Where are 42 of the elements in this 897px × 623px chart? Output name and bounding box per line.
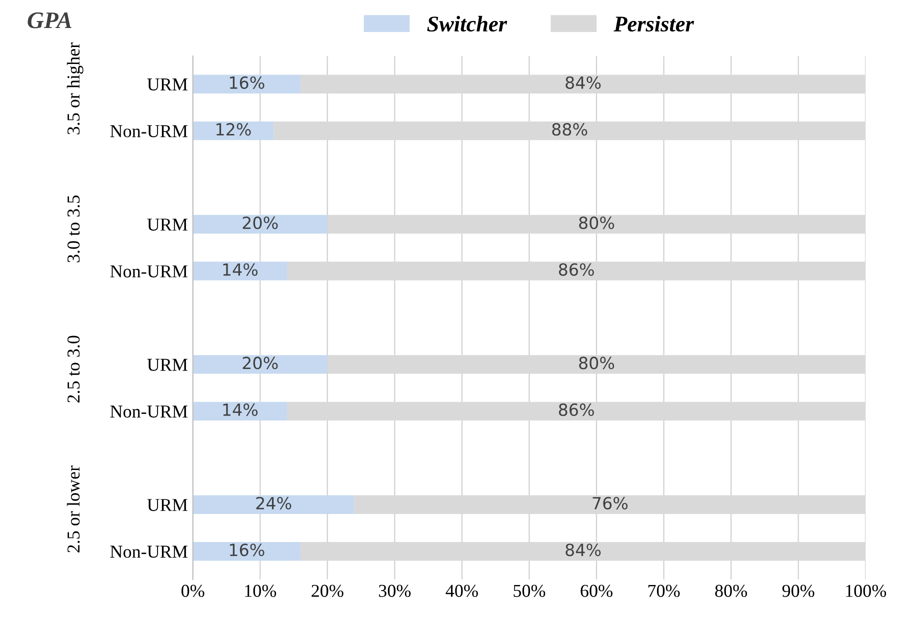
y-tick-label: Non-URM (110, 265, 188, 278)
y-tick-label: URM (147, 358, 188, 371)
x-tick-label: 90% (782, 584, 814, 598)
y-tick-label: Non-URM (110, 546, 188, 558)
data-label: 86% (558, 263, 594, 276)
text: 2.5 to 3.0 (67, 336, 80, 402)
x-tick-label: 50% (514, 584, 546, 598)
text: 2.5 or lower (66, 466, 80, 552)
data-label: 14% (223, 263, 258, 276)
y-tick-label: URM (147, 218, 188, 231)
data-label: 24% (256, 496, 292, 510)
data-label: 12% (216, 123, 251, 136)
x-tick-label: 40% (446, 584, 478, 598)
x-tick-label: 30% (378, 584, 411, 598)
x-tick-label: 70% (648, 584, 680, 598)
y-tick-label: URM (147, 78, 188, 91)
data-label: 16% (230, 544, 264, 556)
text: 3.0 to 3.5 (67, 196, 80, 262)
data-label: 14% (223, 403, 258, 416)
y-tick-label: URM (147, 499, 188, 512)
y-axis-title: GPA (28, 12, 72, 28)
data-label: 80% (579, 216, 614, 230)
data-label: 20% (242, 216, 278, 230)
data-label: 88% (552, 123, 588, 136)
y-tick-label: Non-URM (110, 125, 188, 138)
x-tick-label: 60% (580, 584, 612, 598)
data-label: 86% (558, 403, 594, 416)
text: 3.5 or higher (66, 42, 84, 134)
x-tick-label: 20% (312, 584, 344, 598)
legend-label: Persister (614, 16, 694, 32)
y-tick-label: Non-URM (110, 406, 188, 418)
data-label: 80% (579, 356, 614, 370)
data-label: 84% (566, 544, 601, 556)
x-tick-label: 80% (715, 584, 747, 598)
x-tick-label: 0% (182, 584, 204, 598)
x-tick-label: 100% (846, 584, 886, 598)
data-label: 84% (566, 76, 601, 89)
x-tick-label: 10% (245, 584, 276, 598)
legend-label: Switcher (427, 16, 508, 32)
data-label: 20% (242, 356, 278, 370)
data-label: 16% (230, 76, 264, 89)
data-label: 76% (592, 496, 628, 510)
